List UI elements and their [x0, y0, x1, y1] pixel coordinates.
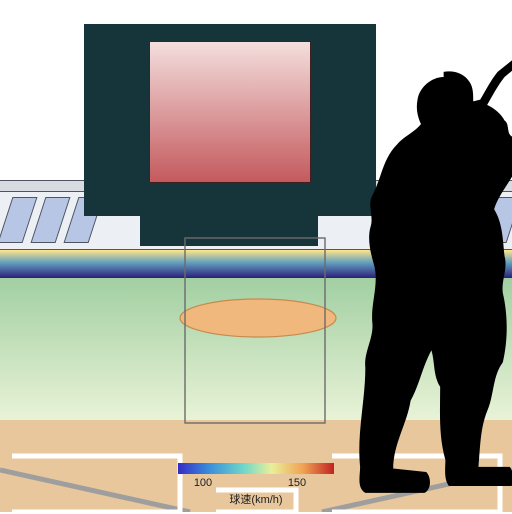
batter-silhouette: [294, 44, 512, 514]
speed-legend-label: 球速(km/h): [206, 491, 306, 507]
speed-legend-tick: 100: [191, 477, 215, 489]
